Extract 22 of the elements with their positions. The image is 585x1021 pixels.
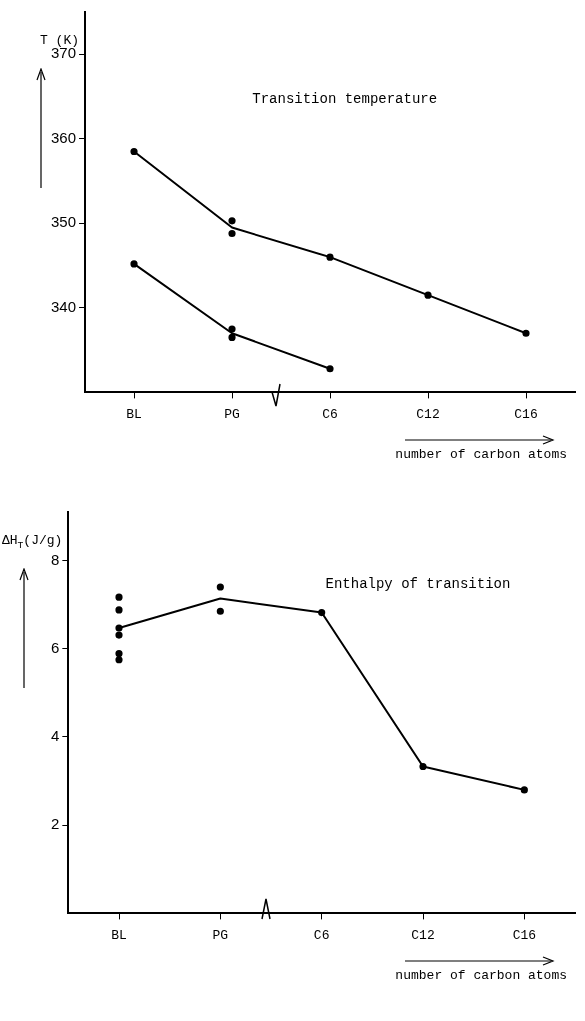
x-tick-label: C16 xyxy=(512,927,537,943)
y-tick-label: 4 xyxy=(51,727,60,745)
x-tick-label: BL xyxy=(126,406,142,422)
x-axis-title: number of carbon atoms xyxy=(395,968,568,984)
x-tick-label: BL xyxy=(111,927,127,943)
x-axis-title: number of carbon atoms xyxy=(395,447,568,463)
y-tick-label: 350 xyxy=(51,213,77,231)
y-tick-label: 340 xyxy=(51,298,77,316)
y-axis-title: T (K) xyxy=(40,33,80,48)
y-tick-label: 360 xyxy=(51,128,77,146)
x-tick-label: PG xyxy=(212,927,229,943)
y-tick-label: 8 xyxy=(51,550,60,568)
x-tick-label: C12 xyxy=(416,406,440,422)
x-tick-label: C16 xyxy=(514,406,538,422)
text: Enthalpy of transition xyxy=(325,576,511,593)
y-tick-label: 6 xyxy=(51,638,60,656)
x-tick-label: C12 xyxy=(411,927,435,943)
x-tick-label: C6 xyxy=(313,927,330,943)
x-tick-label: PG xyxy=(224,406,240,422)
text: Transition temperature xyxy=(252,91,438,108)
y-tick-label: 2 xyxy=(51,815,60,833)
x-tick-label: C6 xyxy=(322,406,338,422)
